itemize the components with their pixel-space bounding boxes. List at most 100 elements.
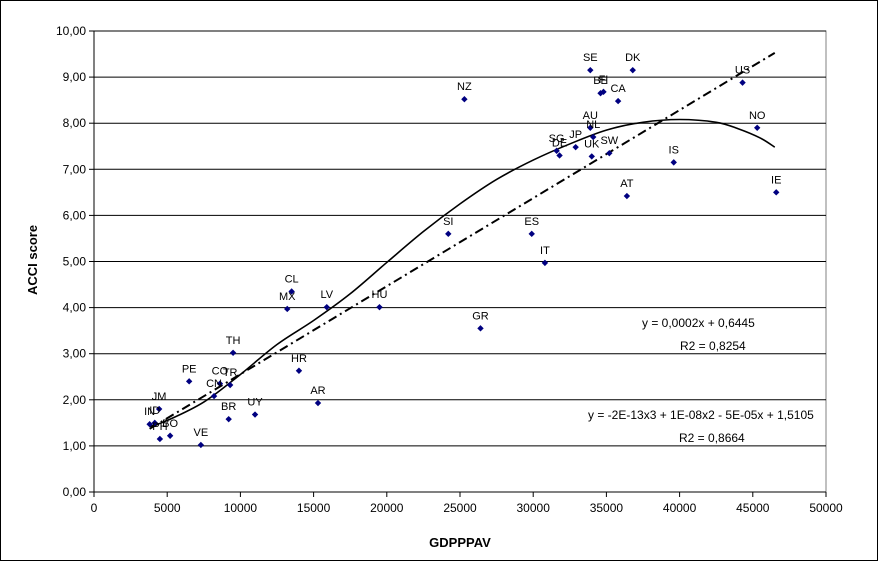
data-point xyxy=(773,189,780,196)
data-point xyxy=(623,192,631,200)
data-point xyxy=(323,303,330,311)
point-label: PE xyxy=(182,363,197,375)
point-label: GR xyxy=(472,310,489,322)
point-label: ID xyxy=(149,405,160,417)
polynomial-trendline xyxy=(149,118,776,428)
data-point xyxy=(590,133,597,141)
data-point xyxy=(229,349,237,356)
data-points xyxy=(146,66,780,449)
point-label: LV xyxy=(320,289,333,301)
point-label: NZ xyxy=(457,81,472,93)
point-label: TH xyxy=(226,335,241,347)
y-tick-label: 4,00 xyxy=(63,301,87,315)
point-label: AT xyxy=(620,178,634,190)
point-label: HU xyxy=(372,289,388,301)
linear-trendline xyxy=(149,51,776,430)
data-point xyxy=(146,421,153,428)
y-axis-ticks: 0,00 1,00 2,00 3,00 4,00 5,00 6,00 7,00 8,00 9,00… xyxy=(56,24,94,499)
point-label: US xyxy=(735,65,750,77)
x-axis-ticks: 0 5000 10000 15000 20000 25000 30000 35000 40000… xyxy=(91,492,843,515)
data-point xyxy=(185,378,193,385)
data-point xyxy=(210,392,218,400)
y-tick-label: 0,00 xyxy=(63,485,87,499)
data-point xyxy=(670,159,677,166)
y-tick-label: 6,00 xyxy=(63,208,87,222)
x-tick-label: 5000 xyxy=(154,501,181,515)
point-label: HR xyxy=(291,353,307,365)
data-point xyxy=(151,419,158,427)
data-point xyxy=(629,66,636,74)
point-label: IE xyxy=(771,174,781,186)
point-label: IS xyxy=(669,144,679,156)
y-axis-title: ACCI score xyxy=(25,225,40,295)
point-label: AU xyxy=(583,110,598,122)
point-label: SW xyxy=(600,135,618,147)
point-label: IT xyxy=(540,245,550,257)
data-point xyxy=(461,96,468,103)
x-tick-label: 10000 xyxy=(224,501,258,515)
point-label: SG xyxy=(549,133,565,145)
linear-trend-equation: y = 0,0002x + 0,6445 xyxy=(642,316,755,330)
point-label: ES xyxy=(524,216,539,228)
y-tick-label: 10,00 xyxy=(56,24,86,38)
point-label: PH xyxy=(152,421,167,433)
y-tick-label: 8,00 xyxy=(63,116,87,130)
data-point xyxy=(606,149,613,157)
y-tick-label: 2,00 xyxy=(63,393,87,407)
data-point xyxy=(166,432,174,439)
data-point xyxy=(284,305,291,313)
point-label: NO xyxy=(749,110,766,122)
point-label: DE xyxy=(552,137,567,149)
point-label: SE xyxy=(583,52,598,64)
data-point xyxy=(376,303,383,311)
data-point xyxy=(587,66,594,74)
y-tick-label: 5,00 xyxy=(63,255,87,269)
data-point xyxy=(251,411,259,418)
y-tick-label: 9,00 xyxy=(63,70,87,84)
x-axis-title: GDPPPAV xyxy=(429,535,491,550)
data-point xyxy=(155,405,163,413)
point-label: AR xyxy=(310,385,325,397)
y-tick-label: 3,00 xyxy=(63,347,87,361)
point-label: CO xyxy=(212,366,229,378)
point-label: UY xyxy=(247,397,263,409)
data-point xyxy=(597,90,604,97)
point-label: JM xyxy=(152,391,167,403)
data-point xyxy=(156,435,164,443)
data-point xyxy=(477,325,484,332)
data-point xyxy=(587,124,594,132)
point-label: FI xyxy=(599,74,609,86)
poly-trend-r2: R2 = 0,8664 xyxy=(679,431,745,445)
data-point xyxy=(288,288,295,295)
data-point xyxy=(197,441,205,449)
x-tick-label: 50000 xyxy=(809,501,843,515)
y-tick-label: 7,00 xyxy=(63,162,87,176)
x-tick-label: 35000 xyxy=(590,501,624,515)
data-point xyxy=(739,79,746,86)
x-tick-label: 20000 xyxy=(370,501,404,515)
x-tick-label: 25000 xyxy=(443,501,477,515)
data-point xyxy=(572,143,579,151)
point-label: JP xyxy=(569,129,582,141)
data-point xyxy=(445,230,452,238)
linear-trend-r2: R2 = 0,8254 xyxy=(680,339,746,353)
y-tick-label: 1,00 xyxy=(63,439,87,453)
data-point xyxy=(588,153,595,160)
data-point xyxy=(226,381,234,389)
point-label: CA xyxy=(610,83,626,95)
point-label: CL xyxy=(285,273,299,285)
point-label: IN xyxy=(144,406,155,418)
data-point xyxy=(753,124,761,132)
x-tick-label: 0 xyxy=(91,501,98,515)
data-point xyxy=(541,259,549,267)
data-point xyxy=(614,97,622,105)
x-tick-label: 15000 xyxy=(297,501,331,515)
data-point xyxy=(600,88,607,96)
point-label: TR xyxy=(223,367,238,379)
poly-trend-equation: y = -2E-13x3 + 1E-08x2 - 5E-05x + 1,5105 xyxy=(588,408,814,422)
data-point xyxy=(216,380,224,387)
point-label: UK xyxy=(584,138,600,150)
x-tick-label: 45000 xyxy=(736,501,770,515)
